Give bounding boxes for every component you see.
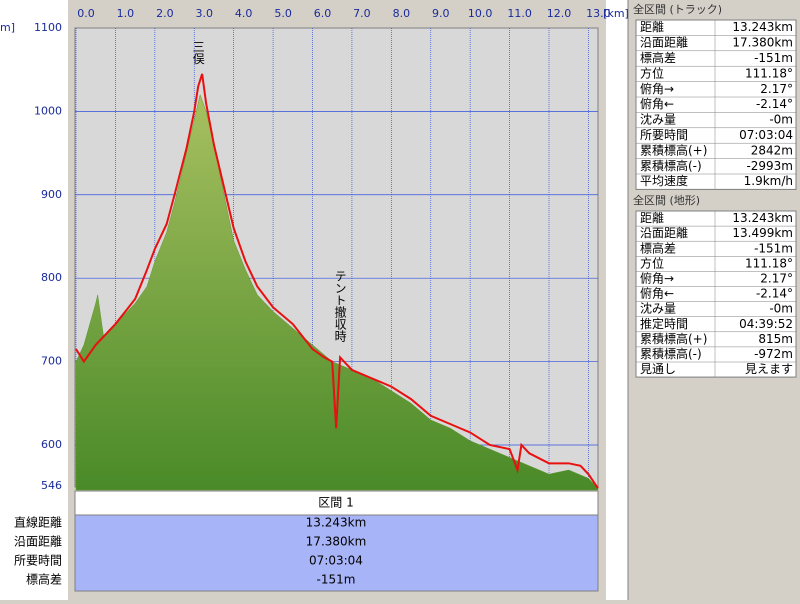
x-tick-label: 5.0 [274,7,292,20]
section-value: 17.380km [306,535,367,549]
section-value: 07:03:04 [309,554,363,568]
panel-value: 815m [758,332,793,346]
y-tick-label: 546 [41,479,62,492]
x-tick-label: 9.0 [432,7,450,20]
section-label: 標高差 [26,572,62,587]
section-value: 13.243km [306,516,367,530]
panel-title: 全区間 (地形) [633,193,700,207]
panel-value: 13.499km [732,226,793,240]
panel-value: 13.243km [732,20,793,34]
panel-label: 平均速度 [640,173,688,188]
x-tick-label: 6.0 [314,7,332,20]
panel-label: 方位 [640,255,664,270]
panel-label: 標高差 [640,240,676,255]
panel-label: 沈み量 [640,112,676,127]
section-value: -151m [317,573,356,587]
panel-value: -0m [769,302,793,316]
panel-label: 累積標高(+) [640,331,707,346]
panel-value: -2.14° [756,97,793,111]
panel-label: 俯角← [640,286,674,301]
section-label: 沿面距離 [14,535,62,549]
x-tick-label: 4.0 [235,7,253,20]
x-tick-label: 7.0 [353,7,371,20]
panel-value: 2842m [751,143,793,157]
panel-value: 07:03:04 [739,128,793,142]
track-line [75,73,599,489]
panel-value: -2.14° [756,287,793,301]
panel-label: 累積標高(+) [640,142,707,157]
panel-label: 所要時間 [640,128,688,142]
panel-table [635,19,797,190]
panel-value: -151m [754,241,793,255]
panel-label: 方位 [640,65,664,80]
panel-label: 俯角→ [640,81,674,96]
y-unit: m] [0,21,15,34]
y-tick-label: 1000 [34,104,62,117]
panel-label: 標高差 [640,50,676,65]
section-label: 所要時間 [14,554,62,568]
x-tick-label: 11.0 [507,7,532,20]
panel-label: 俯角→ [640,270,674,285]
section-body [74,514,599,592]
y-tick-label: 600 [41,438,62,451]
panel-value: 17.380km [732,36,793,50]
panel-label: 沿面距離 [640,226,688,240]
panel-value: -151m [754,51,793,65]
panel-label: 距離 [640,20,664,34]
panel-table [635,210,797,378]
y-tick-label: 700 [41,355,62,368]
annotation: 三俣 [191,41,205,66]
x-tick-label: 13.0 [586,7,611,20]
panel-label: 累積標高(-) [640,158,702,173]
x-tick-label: 10.0 [468,7,493,20]
section-header-bg [74,490,599,516]
panel-label: 距離 [640,211,664,225]
x-tick-label: 8.0 [393,7,411,20]
y-tick-label: 900 [41,188,62,201]
y-tick-label: 800 [41,271,62,284]
panel-label: 見通し [640,362,676,376]
x-unit: [km] [603,7,629,20]
panel-label: 推定時間 [640,316,688,331]
panel-value: 2.17° [760,271,793,285]
panel-label: 沿面距離 [640,36,688,50]
panel-value: 13.243km [732,211,793,225]
panel-value: 111.18° [745,66,793,80]
panel-value: 111.18° [745,256,793,270]
section-header: 区間 1 [318,496,353,510]
terrain-area [75,93,599,491]
x-tick-label: 3.0 [196,7,214,20]
x-tick-label: 2.0 [156,7,174,20]
panel-value: -972m [754,347,793,361]
panel-label: 俯角← [640,96,674,111]
x-tick-label: 0.0 [77,7,95,20]
panel-value: 見えます [745,362,793,376]
panel-value: -2993m [746,159,793,173]
x-tick-label: 1.0 [117,7,135,20]
panel-label: 沈み量 [640,301,676,316]
panel-value: 1.9km/h [744,174,793,188]
y-tick-label: 1100 [34,21,62,34]
panel-value: 2.17° [760,82,793,96]
x-tick-label: 12.0 [547,7,572,20]
annotation: テント撤収時 [333,270,347,342]
section-label: 直線距離 [14,515,62,530]
panel-label: 累積標高(-) [640,346,702,361]
panel-value: -0m [769,113,793,127]
panel-value: 04:39:52 [739,317,793,331]
panel-title: 全区間 (トラック) [633,2,722,16]
